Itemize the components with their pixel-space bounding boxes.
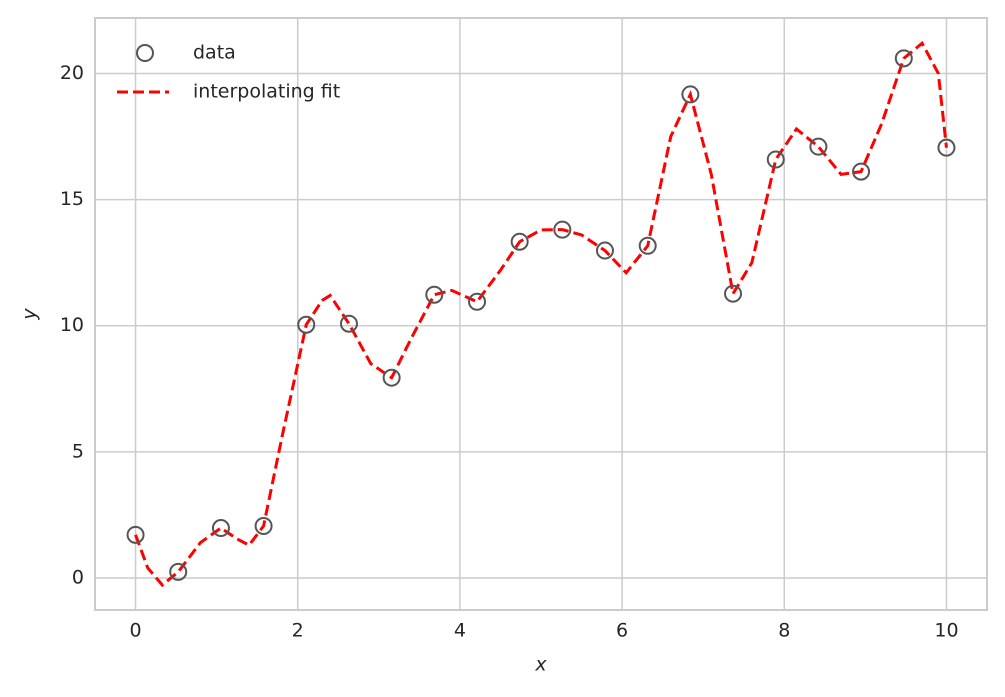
legend-label: interpolating fit — [193, 81, 340, 103]
data-point — [425, 285, 444, 304]
data-point — [852, 162, 871, 181]
fit-line — [134, 40, 948, 588]
y-tick-label: 20 — [60, 62, 84, 84]
data-point — [595, 241, 614, 260]
data-point — [724, 284, 743, 303]
data-point — [937, 138, 956, 157]
data-point — [211, 519, 230, 538]
data-point — [254, 517, 273, 536]
data-point — [894, 49, 913, 68]
data-point — [553, 220, 572, 239]
x-tick-label: 8 — [778, 620, 790, 642]
data-point — [510, 232, 529, 251]
plot-area — [94, 17, 988, 611]
data-point — [468, 292, 487, 311]
data-point — [766, 150, 785, 169]
y-tick-label: 0 — [72, 566, 84, 588]
x-axis-label: x — [534, 654, 547, 676]
y-tick-label: 10 — [60, 314, 84, 336]
data-point — [382, 368, 401, 387]
data-point — [169, 562, 188, 581]
data-point — [809, 137, 828, 156]
x-tick-label: 0 — [129, 620, 141, 642]
data-point — [638, 236, 657, 255]
y-axis-label: y — [19, 308, 41, 321]
data-point — [297, 315, 316, 334]
x-tick-label: 4 — [454, 620, 466, 642]
legend-label: data — [193, 42, 236, 64]
legend-marker — [136, 44, 154, 62]
x-tick-label: 2 — [292, 620, 304, 642]
data-point — [339, 314, 358, 333]
y-tick-label: 15 — [60, 188, 84, 210]
x-tick-label: 6 — [616, 620, 628, 642]
y-tick-label: 5 — [72, 440, 84, 462]
data-point — [681, 85, 700, 104]
x-tick-label: 10 — [934, 620, 958, 642]
data-point — [126, 525, 145, 544]
